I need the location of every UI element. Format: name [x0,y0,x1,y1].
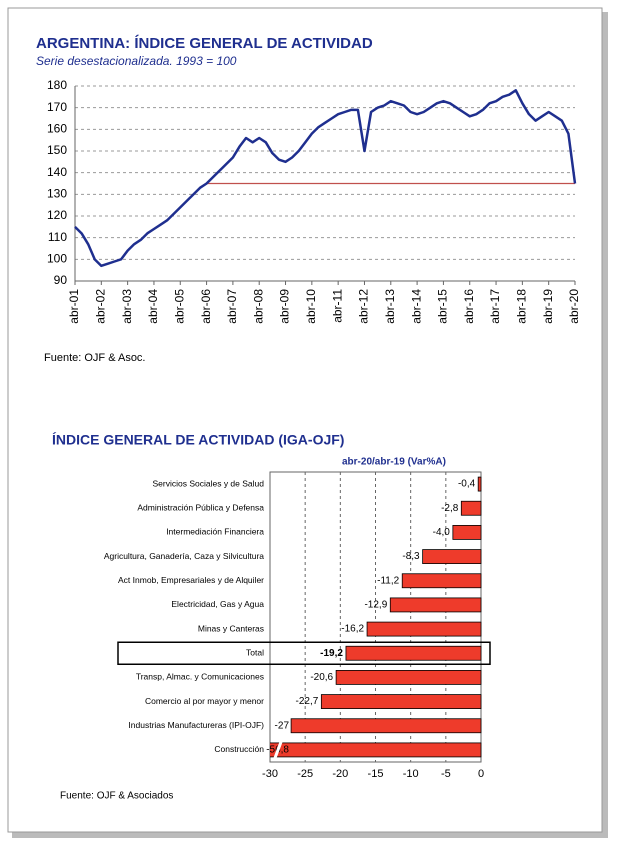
y-tick-label: 90 [54,273,68,287]
chart-subtitle: abr-20/abr-19 (Var%A) [342,457,446,468]
x-tick-label: -20 [332,768,348,780]
x-tick-label: abr-03 [120,289,134,324]
value-label: -0,4 [458,479,476,490]
bar [335,670,482,685]
highlight-box [117,641,491,665]
category-label: Electricidad, Gas y Agua [171,599,264,609]
value-label: -20,6 [310,672,333,683]
bar [290,718,482,734]
x-tick-label: abr-06 [199,289,213,324]
category-label: Minas y Canteras [198,623,264,633]
bar [452,525,482,540]
y-tick-label: 150 [47,143,67,157]
x-tick-label: abr-01 [67,289,81,324]
value-label: -22,7 [296,696,319,707]
bar [366,621,482,637]
value-label: -12,9 [364,600,387,611]
category-label: Intermediación Financiera [166,527,264,537]
category-label: Servicios Sociales y de Salud [152,478,264,488]
value-label: -16,2 [341,624,364,635]
y-tick-label: 140 [47,165,67,179]
x-tick-label: abr-18 [515,289,529,324]
bar [320,694,482,709]
x-tick-label: abr-20 [567,289,581,324]
x-tick-label: -30 [262,768,278,780]
x-tick-label: abr-13 [383,289,397,324]
chart-subtitle: Serie desestacionalizada. 1993 = 100 [36,54,237,68]
category-label: Industrias Manufactureras (IPI-OJF) [128,720,264,730]
x-tick-label: abr-05 [172,289,186,324]
value-label: -4,0 [433,527,451,538]
value-label: -2,8 [441,503,459,514]
x-tick-label: abr-08 [251,289,265,324]
category-label: Act Inmob, Empresariales y de Alquiler [118,575,264,585]
value-label: -19,2 [320,648,343,659]
x-tick-label: abr-02 [93,289,107,324]
x-tick-label: abr-19 [541,289,555,324]
x-tick-label: abr-14 [409,289,423,324]
series-line [74,89,577,268]
x-tick-label: -25 [297,768,313,780]
x-tick-label: -5 [441,768,451,780]
x-tick-label: abr-15 [436,289,450,324]
x-tick-label: abr-07 [225,289,239,324]
x-tick-label: -15 [368,768,384,780]
x-tick-label: abr-17 [488,289,502,324]
source: Fuente: OJF & Asoc. [44,352,146,364]
x-tick-label: abr-04 [146,289,160,324]
y-tick-label: 180 [47,78,67,92]
y-tick-label: 100 [47,252,67,266]
bars [270,476,482,758]
value-label: -27 [275,720,290,731]
y-tick-label: 120 [47,208,67,222]
category-label: Administración Pública y Defensa [137,503,264,513]
chart-title: ARGENTINA: ÍNDICE GENERAL DE ACTIVIDAD [36,35,373,52]
bar [422,549,482,564]
x-tick-label: abr-11 [330,289,344,323]
value-label: -11,2 [377,575,399,586]
x-tick-label: 0 [478,768,484,780]
y-tick-label: 160 [47,122,67,136]
break-mark [273,741,283,759]
y-tick-label: 130 [47,187,67,201]
bar [477,476,482,492]
category-label: Total [246,648,264,658]
category-label: Comercio al por mayor y menor [145,696,264,706]
bar [460,500,482,516]
y-tick-label: 110 [48,230,67,244]
x-tick-label: -10 [403,768,419,780]
x-tick-label: abr-12 [357,289,371,324]
chart-title: ÍNDICE GENERAL DE ACTIVIDAD (IGA-OJF) [52,432,344,448]
y-tick-label: 170 [47,100,67,114]
category-label: Construcción [214,744,264,754]
category-label: Agricultura, Ganadería, Caza y Silvicult… [104,551,264,561]
source: Fuente: OJF & Asociados [60,791,173,802]
x-tick-label: abr-10 [304,289,318,324]
value-label: -8,3 [402,551,420,562]
x-tick-label: abr-09 [278,289,292,324]
bar [401,573,482,589]
bar [389,597,482,613]
bar [345,645,482,661]
x-tick-label: abr-16 [462,289,476,324]
category-label: Transp, Almac. y Comunicaciones [136,672,264,682]
